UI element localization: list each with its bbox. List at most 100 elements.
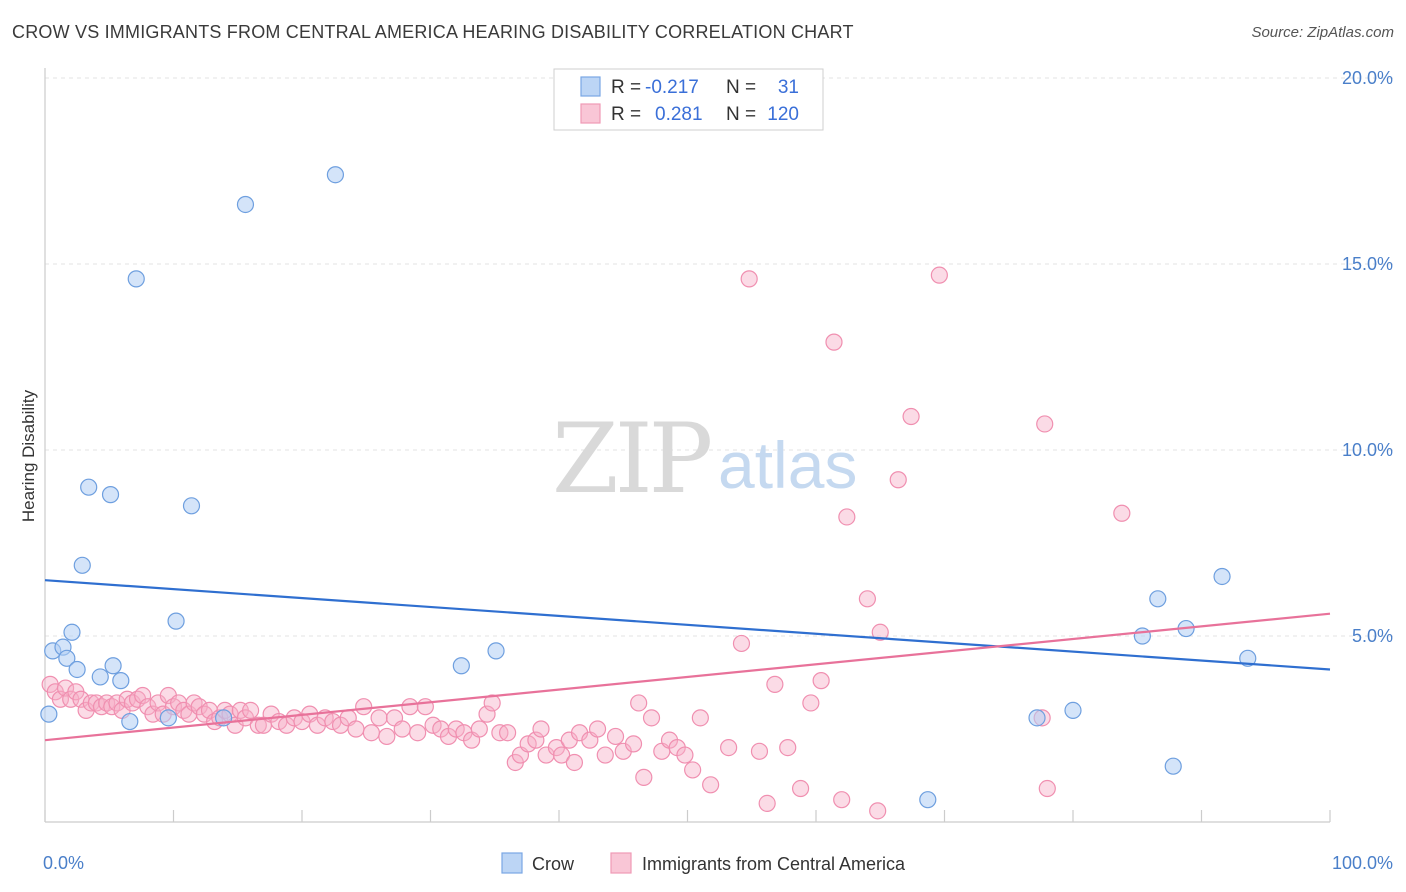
immigrants-trend-line: [44, 612, 1331, 742]
legend-n-value-crow: 31: [778, 77, 799, 98]
legend-r-value-immigrants: 0.281: [655, 104, 703, 125]
bottom-legend-swatch-immigrants: [610, 852, 632, 874]
immigrants-point: [1113, 504, 1131, 522]
x-tick-label-max: 100.0%: [1332, 853, 1393, 873]
immigrants-point: [393, 720, 411, 738]
crow-point: [1064, 701, 1082, 720]
immigrants-point: [642, 709, 661, 727]
chart-title: CROW VS IMMIGRANTS FROM CENTRAL AMERICA …: [12, 22, 854, 42]
immigrants-point: [766, 675, 784, 693]
crow-point: [1213, 567, 1231, 586]
watermark-atlas: atlas: [718, 428, 857, 502]
immigrants-point: [702, 776, 720, 794]
immigrants-point: [930, 266, 948, 284]
y-tick-label: 10.0%: [1342, 440, 1393, 460]
immigrants-point: [532, 720, 550, 738]
immigrants-point: [552, 746, 571, 764]
immigrants-point: [483, 694, 501, 712]
immigrants-point: [684, 761, 702, 779]
crow-point: [167, 612, 185, 630]
immigrants-point: [527, 731, 545, 749]
immigrants-point: [478, 705, 496, 723]
legend-swatch-immigrants: [580, 103, 601, 124]
bottom-legend-label-immigrants: Immigrants from Central America: [642, 854, 906, 874]
crow-point: [1164, 757, 1182, 775]
immigrants-point: [470, 720, 488, 738]
bottom-legend-label-crow: Crow: [532, 854, 575, 874]
crow-point: [159, 709, 177, 727]
crow-point: [104, 657, 122, 675]
crow-points: [40, 166, 1257, 809]
immigrants-point: [802, 694, 820, 712]
y-axis-tick-labels: 5.0% 10.0% 15.0% 20.0%: [1342, 68, 1393, 646]
crow-point: [182, 497, 201, 515]
crow-point: [58, 649, 76, 667]
immigrants-points: [41, 266, 1131, 820]
immigrants-point: [838, 508, 856, 526]
grid-lines: [45, 77, 1393, 637]
immigrants-point: [676, 746, 694, 764]
immigrants-point: [347, 720, 365, 738]
watermark-zip: ZIP: [552, 403, 711, 515]
immigrants-point: [596, 746, 614, 764]
crow-point: [236, 195, 255, 214]
trend-lines: [44, 579, 1331, 742]
immigrants-point: [732, 634, 751, 653]
immigrants-point: [370, 709, 388, 727]
immigrants-point: [565, 753, 584, 772]
bottom-legend-swatch-crow: [501, 852, 523, 874]
legend-n-label-crow: N =: [726, 77, 756, 98]
crow-point: [1133, 627, 1151, 645]
immigrants-point: [812, 672, 830, 690]
immigrants-point: [588, 720, 607, 738]
immigrants-point: [242, 701, 260, 720]
crow-point: [1028, 709, 1046, 727]
immigrants-point: [833, 791, 851, 809]
crow-point: [121, 712, 139, 731]
crow-point: [1239, 649, 1257, 667]
immigrants-point: [606, 727, 625, 746]
immigrants-point: [401, 698, 419, 716]
immigrants-point: [779, 738, 797, 757]
legend-box: R = -0.217 N = 31 R = 0.281 N = 120: [553, 68, 824, 131]
legend-r-label-immigrants: R =: [611, 104, 641, 125]
crow-point: [80, 478, 98, 496]
crow-point: [326, 166, 345, 184]
immigrants-point: [355, 698, 373, 716]
y-axis-label: Hearing Disability: [19, 389, 38, 522]
crow-point: [1149, 590, 1167, 608]
immigrants-point: [134, 686, 152, 705]
immigrants-point: [750, 742, 769, 760]
crow-point: [127, 270, 145, 288]
legend-r-label-crow: R =: [611, 77, 641, 98]
y-tick-label: 5.0%: [1352, 626, 1393, 646]
y-tick-label: 20.0%: [1342, 68, 1393, 88]
crow-point: [73, 556, 91, 574]
bottom-legend: Crow Immigrants from Central America: [501, 852, 906, 874]
immigrants-point: [889, 471, 907, 489]
crow-point: [63, 623, 81, 641]
immigrants-point: [902, 407, 920, 426]
immigrants-point: [740, 270, 758, 288]
immigrants-point: [871, 623, 889, 641]
crow-point: [91, 668, 109, 686]
immigrants-point: [869, 802, 887, 820]
crow-trend-line: [44, 579, 1331, 671]
x-axis-ticks: [44, 810, 1331, 822]
crow-point: [40, 705, 58, 723]
legend-r-value-crow: -0.217: [645, 77, 699, 98]
crow-point: [452, 657, 470, 675]
legend-swatch-crow: [580, 76, 601, 97]
immigrants-point: [791, 779, 810, 798]
immigrants-point: [624, 735, 643, 753]
immigrants-point: [409, 724, 427, 742]
immigrants-point: [858, 590, 877, 608]
immigrants-point: [758, 794, 776, 813]
source-credit: Source: ZipAtlas.com: [1251, 24, 1394, 41]
immigrants-point: [1036, 415, 1054, 433]
immigrants-point: [56, 679, 75, 697]
immigrants-point: [720, 738, 738, 757]
crow-point: [68, 660, 86, 679]
legend-n-label-immigrants: N =: [726, 104, 756, 125]
